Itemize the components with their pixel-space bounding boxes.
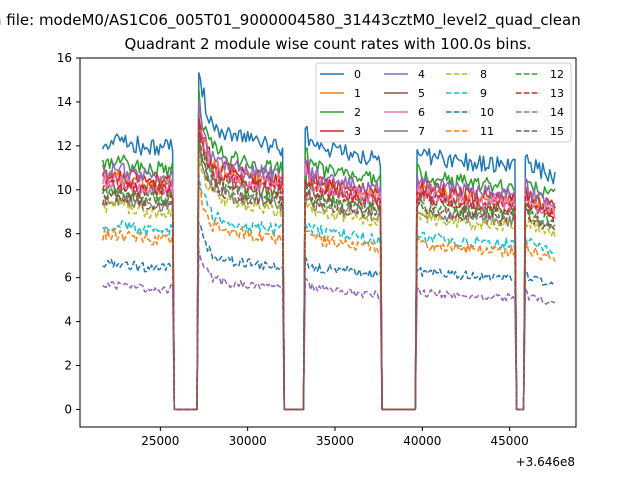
legend-label: 10 — [480, 106, 494, 119]
y-tick-label: 10 — [57, 183, 72, 197]
chart-title: Quadrant 2 module wise count rates with … — [124, 35, 531, 53]
legend-label: 9 — [480, 87, 487, 100]
legend-label: 7 — [418, 125, 425, 138]
y-tick-label: 6 — [64, 271, 72, 285]
legend-label: 12 — [550, 68, 564, 81]
y-tick-label: 2 — [64, 359, 72, 373]
legend-label: 8 — [480, 68, 487, 81]
figure-suptitle: n file: modeM0/AS1C06_005T01_9000004580_… — [0, 11, 581, 30]
series-line-8 — [102, 150, 556, 411]
legend-label: 0 — [354, 68, 361, 81]
series-line-15 — [101, 136, 556, 411]
legend-label: 3 — [354, 125, 361, 138]
y-tick-label: 0 — [64, 402, 72, 416]
plot-frame — [79, 57, 577, 428]
y-tick-label: 16 — [57, 51, 72, 65]
legend-label: 15 — [550, 125, 564, 138]
series-layer — [101, 72, 556, 411]
x-tick-label: 40000 — [403, 434, 441, 448]
x-tick-label: 45000 — [491, 434, 529, 448]
x-offset-label: +3.646e8 — [516, 455, 575, 469]
x-tick-label: 35000 — [316, 434, 354, 448]
y-tick-label: 8 — [64, 227, 72, 241]
legend-label: 5 — [418, 87, 425, 100]
legend-label: 6 — [418, 106, 425, 119]
y-tick-label: 4 — [64, 315, 72, 329]
legend-label: 11 — [480, 125, 494, 138]
legend-label: 4 — [418, 68, 425, 81]
x-tick-label: 30000 — [229, 434, 267, 448]
legend-label: 1 — [354, 87, 361, 100]
legend-label: 2 — [354, 106, 361, 119]
legend-box — [315, 62, 572, 143]
y-tick-label: 14 — [57, 95, 72, 109]
y-tick-label: 12 — [57, 139, 72, 153]
x-tick-label: 25000 — [141, 434, 179, 448]
legend-label: 13 — [550, 87, 564, 100]
legend-label: 14 — [550, 106, 564, 119]
